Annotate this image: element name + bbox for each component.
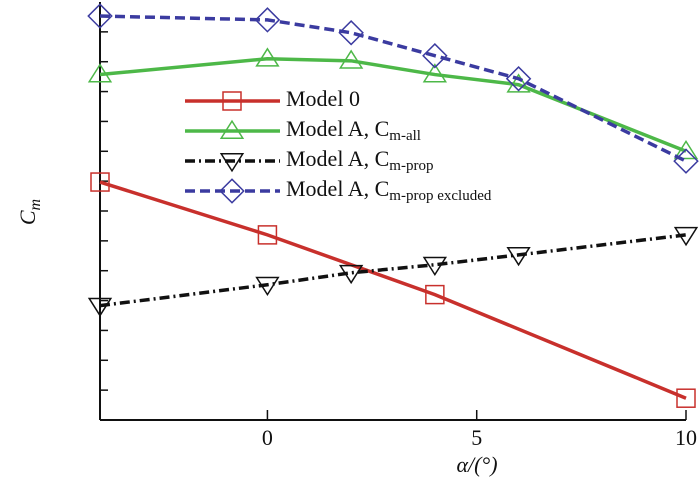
legend-label-text: Model A, C [286,116,389,141]
legend-label-subscript: m-prop [389,158,433,174]
data-point [425,284,445,305]
data-point [90,172,110,192]
x-tick-label: 0 [262,425,273,450]
legend-marker [219,119,245,139]
data-point [87,297,113,317]
x-tick-label: 5 [471,425,482,450]
legend-marker [219,153,245,173]
legend-label-text: Model 0 [286,86,360,111]
data-point [255,47,280,67]
data-point [422,256,448,277]
legend-marker [222,91,242,111]
y-axis-label-symbol: C [15,210,40,225]
legend-marker [219,178,245,204]
data-point [255,276,280,297]
data-point [338,49,364,69]
series-line [99,233,687,308]
legend-label: Model A, Cm-prop excluded [286,176,492,204]
data-point [673,148,699,174]
data-point [676,388,696,408]
y-axis-label-subscript: m [27,199,44,211]
legend-label: Model A, Cm-prop [286,146,433,174]
data-point [505,65,532,92]
data-point [254,7,281,33]
data-point [506,246,531,267]
data-point [673,226,699,247]
series-line [99,14,687,163]
data-point [87,63,113,83]
data-point [506,73,531,93]
x-axis-label: α/(°) [456,452,497,477]
data-point [422,42,448,69]
data-point [257,225,278,245]
legend-label: Model 0 [286,86,360,111]
series-line [99,180,687,400]
legend-label-subscript: m-prop excluded [389,188,492,204]
series-line [99,56,687,153]
x-tick-label: 10 [675,425,697,450]
data-point [673,139,699,160]
data-point [87,3,113,29]
legend-label-text: Model A, C [286,176,389,201]
legend-label: Model A, Cm-all [286,116,421,144]
data-point [422,63,448,83]
data-point [338,264,364,285]
data-point [338,19,364,46]
y-axis-label: Cm [15,199,44,225]
legend-label-subscript: m-all [389,128,421,144]
legend-label-text: Model A, C [286,146,389,171]
